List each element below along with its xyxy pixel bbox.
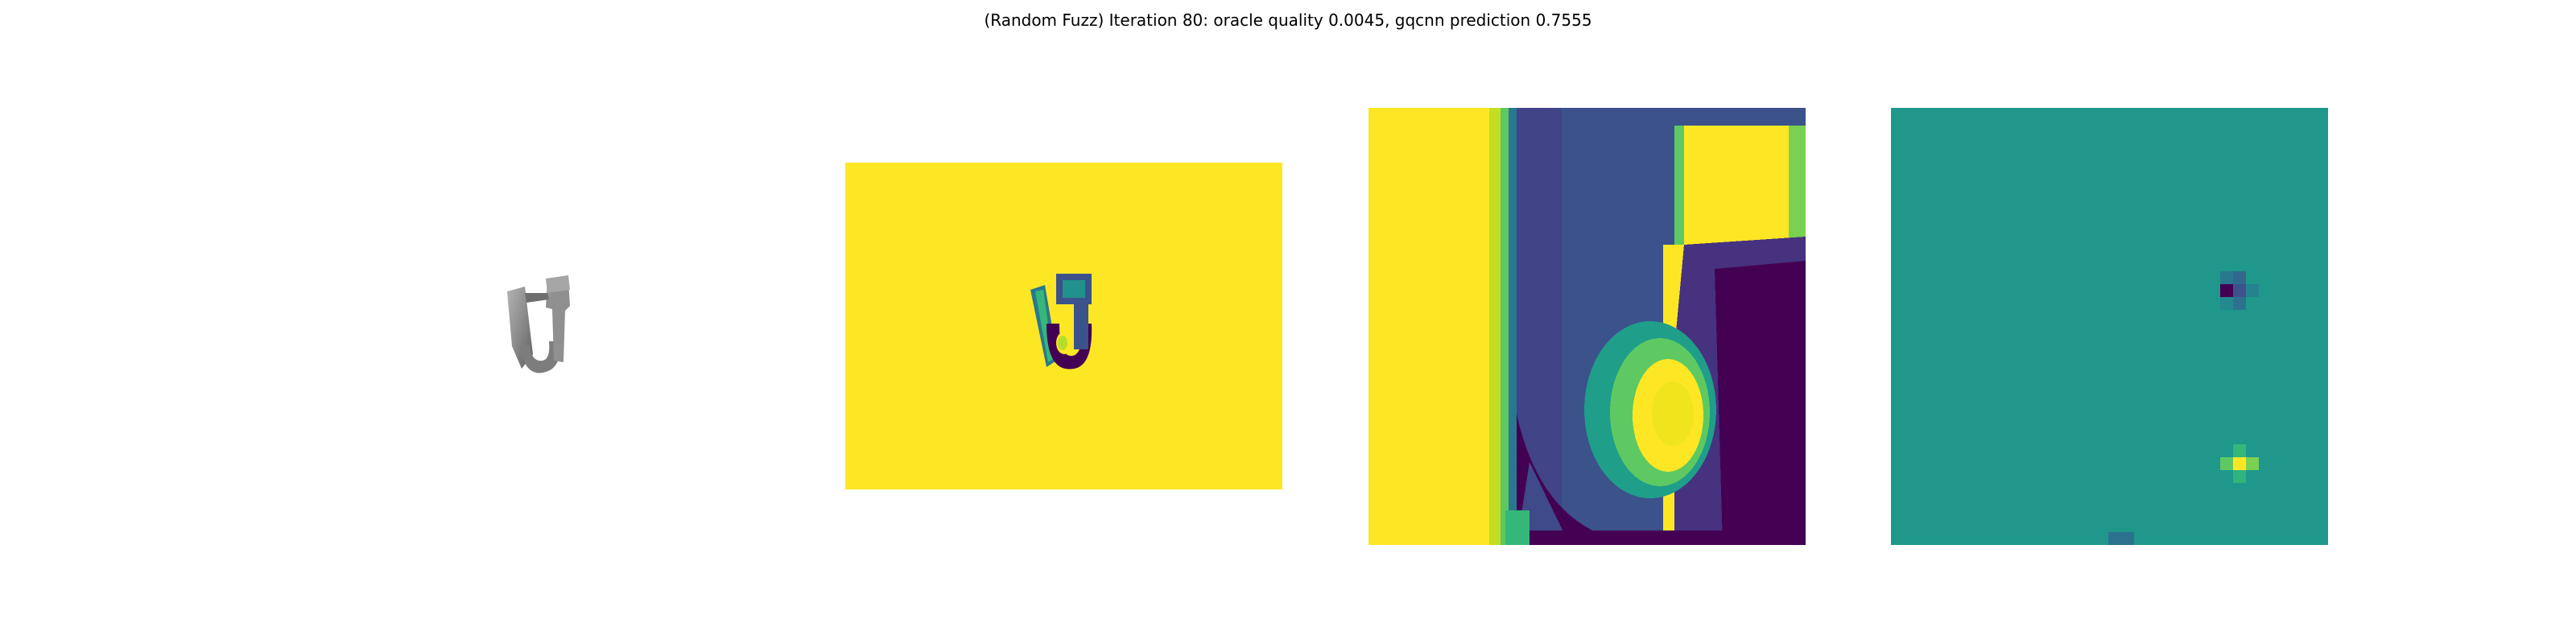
object-render-panel	[475, 258, 604, 386]
object-render-image	[507, 275, 570, 374]
fuzz-perturbation-panel	[1891, 108, 2328, 545]
figure-title: (Random Fuzz) Iteration 80: oracle quali…	[984, 10, 1592, 30]
cropped-depth-panel	[1368, 108, 1806, 545]
depth-image	[845, 163, 1282, 489]
cropped-depth-image	[1368, 108, 1806, 545]
depth-image-panel	[845, 163, 1282, 489]
fuzz-perturbation-image	[1891, 108, 2328, 545]
